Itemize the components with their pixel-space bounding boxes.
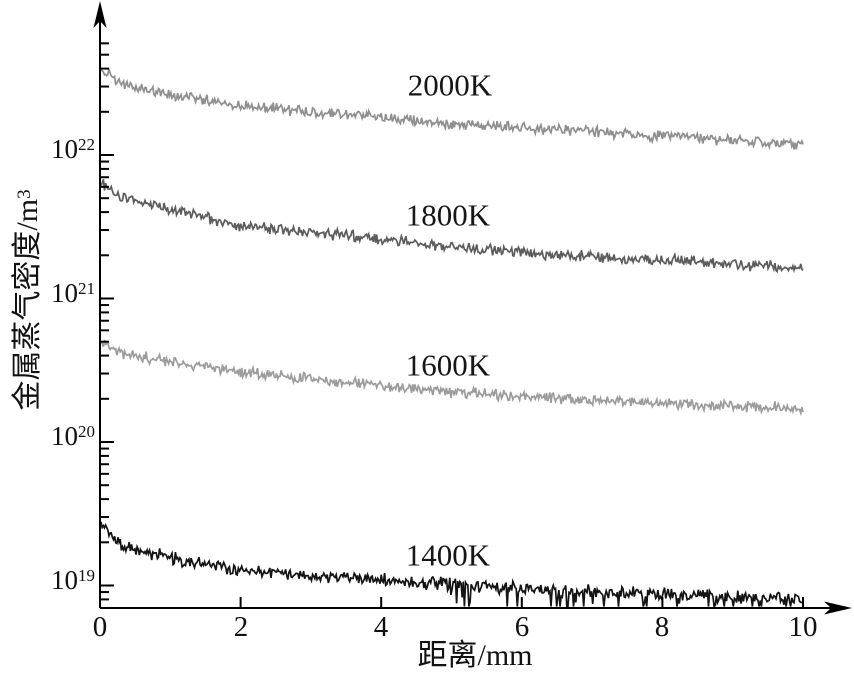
x-axis-arrow-icon — [824, 601, 852, 615]
y-tick-label-1e20: 1020 — [51, 421, 95, 451]
curve-1400K — [99, 521, 804, 609]
x-tick-label-4: 4 — [373, 611, 389, 643]
curve-label-2000K: 2000K — [407, 67, 493, 103]
curve-label-1800K: 1800K — [405, 197, 491, 233]
x-tick-label-6: 6 — [514, 611, 530, 643]
x-tick-label-10: 10 — [788, 611, 818, 643]
y-tick-label-1e21: 1021 — [51, 278, 95, 308]
y-tick-label-1e22: 1022 — [51, 134, 95, 164]
y-axis-title: 金属蒸气密度/m3 — [11, 189, 44, 411]
curve-label-1600K: 1600K — [405, 347, 491, 383]
x-tick-label-8: 8 — [654, 611, 670, 643]
curve-2000K — [99, 67, 804, 151]
axes-group — [93, 1, 852, 615]
curve-group — [99, 67, 804, 609]
curve-label-1400K: 1400K — [405, 537, 491, 573]
y-tick-label-1e19: 1019 — [51, 565, 95, 595]
y-axis-arrow-icon — [93, 1, 107, 28]
x-axis-title: 距离/mm — [417, 639, 533, 672]
x-tick-label-0: 0 — [92, 611, 108, 643]
curve-1600K — [99, 339, 804, 417]
curve-1800K — [99, 179, 804, 274]
x-tick-label-2: 2 — [233, 611, 249, 643]
